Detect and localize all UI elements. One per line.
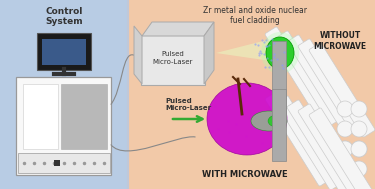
Bar bbox=[62, 84, 107, 149]
Circle shape bbox=[351, 141, 367, 157]
FancyBboxPatch shape bbox=[287, 35, 353, 129]
FancyBboxPatch shape bbox=[265, 92, 331, 186]
Bar bbox=[42, 39, 86, 65]
Ellipse shape bbox=[261, 32, 299, 74]
FancyBboxPatch shape bbox=[309, 108, 375, 189]
Bar bbox=[272, 41, 286, 121]
FancyBboxPatch shape bbox=[287, 100, 353, 189]
Circle shape bbox=[337, 181, 353, 189]
Text: Pulsed
Micro-Laser: Pulsed Micro-Laser bbox=[165, 98, 211, 111]
FancyBboxPatch shape bbox=[276, 31, 342, 125]
FancyBboxPatch shape bbox=[298, 104, 364, 189]
Circle shape bbox=[337, 141, 353, 157]
FancyBboxPatch shape bbox=[298, 39, 364, 133]
Circle shape bbox=[351, 161, 367, 177]
Ellipse shape bbox=[268, 115, 286, 127]
Circle shape bbox=[351, 141, 367, 157]
Ellipse shape bbox=[266, 37, 294, 69]
Ellipse shape bbox=[207, 83, 287, 155]
Bar bbox=[23, 84, 58, 149]
Text: Zr metal and oxide nuclear
fuel cladding: Zr metal and oxide nuclear fuel cladding bbox=[203, 6, 307, 25]
FancyBboxPatch shape bbox=[37, 33, 91, 70]
Polygon shape bbox=[216, 39, 271, 61]
Circle shape bbox=[337, 141, 353, 157]
FancyBboxPatch shape bbox=[141, 35, 205, 85]
Circle shape bbox=[351, 101, 367, 117]
Circle shape bbox=[337, 161, 353, 177]
Circle shape bbox=[337, 121, 353, 137]
Text: Pulsed
Micro-Laser: Pulsed Micro-Laser bbox=[153, 51, 193, 64]
Text: WITH MICROWAVE: WITH MICROWAVE bbox=[202, 170, 288, 179]
FancyBboxPatch shape bbox=[309, 43, 375, 137]
Polygon shape bbox=[142, 22, 214, 36]
Circle shape bbox=[351, 181, 367, 189]
Ellipse shape bbox=[251, 111, 287, 131]
FancyBboxPatch shape bbox=[16, 77, 111, 174]
Text: WITHOUT
MICROWAVE: WITHOUT MICROWAVE bbox=[314, 31, 366, 51]
Bar bbox=[54, 160, 60, 166]
Text: Control
System: Control System bbox=[45, 7, 82, 26]
Bar bbox=[0, 0, 128, 189]
FancyBboxPatch shape bbox=[265, 27, 331, 121]
Bar bbox=[272, 89, 286, 161]
Polygon shape bbox=[134, 26, 142, 84]
FancyBboxPatch shape bbox=[276, 96, 342, 189]
Polygon shape bbox=[204, 22, 214, 84]
Bar bbox=[18, 153, 110, 173]
Circle shape bbox=[337, 101, 353, 117]
Circle shape bbox=[351, 121, 367, 137]
